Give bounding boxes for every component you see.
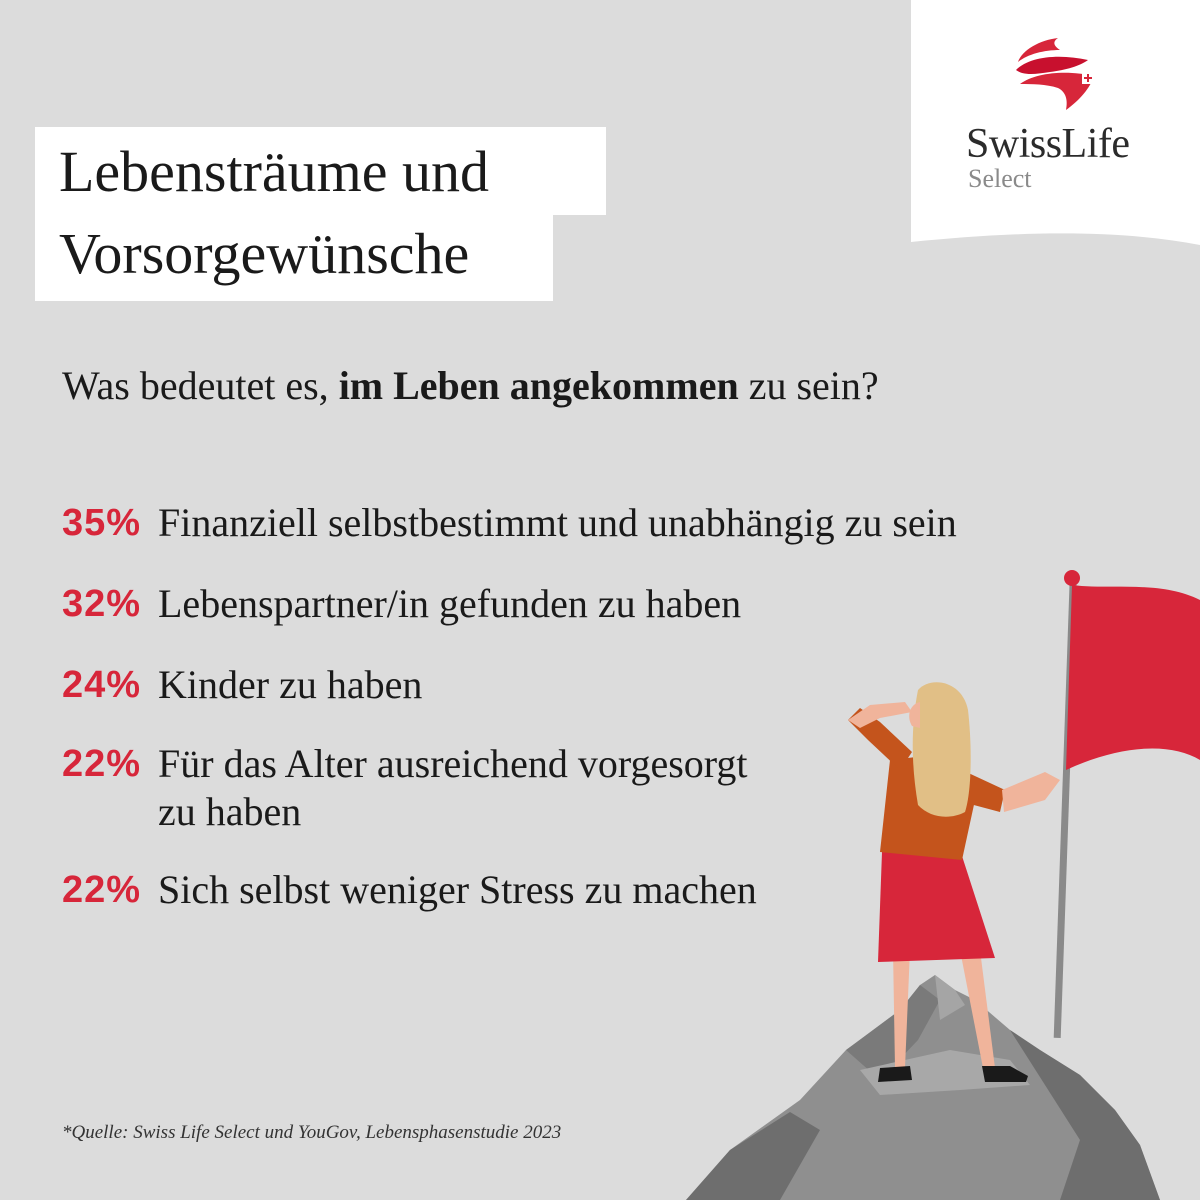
title-line-1-box: Lebensträume und (35, 127, 606, 215)
stat-label-continued: zu haben (158, 789, 302, 834)
logo-brand-sub: Select (968, 164, 1032, 193)
stat-label: Sich selbst weniger Stress zu machen (158, 867, 757, 912)
woman-with-flag-on-summit-illustration (686, 570, 1200, 1200)
title-line-2: Vorsorgewünsche (59, 221, 470, 286)
stat-percentage: 24% (62, 664, 142, 706)
source-footnote: *Quelle: Swiss Life Select und YouGov, L… (62, 1122, 562, 1143)
stat-percentage: 22% (62, 743, 142, 785)
stat-label: Lebenspartner/in gefunden zu haben (158, 581, 742, 626)
stat-label: Finanziell selbstbestimmt und unabhängig… (158, 500, 957, 545)
logo-panel-background (911, 0, 1200, 245)
title-line-2-box: Vorsorgewünsche (35, 215, 553, 301)
logo-brand-name: SwissLife (966, 121, 1130, 167)
stat-percentage: 35% (62, 502, 142, 544)
stat-percentage: 32% (62, 583, 142, 625)
question-suffix: zu sein? (738, 363, 879, 408)
stat-label: Für das Alter ausreichend vorgesorgt (158, 741, 748, 786)
title-line-1: Lebensträume und (59, 139, 490, 204)
stat-label: Kinder zu haben (158, 662, 423, 707)
question-prefix: Was bedeutet es, (62, 363, 339, 408)
logo-panel (911, 0, 1200, 245)
question: Was bedeutet es, im Leben angekommen zu … (62, 362, 879, 409)
swisslife-swirl-logo-icon (1016, 38, 1094, 110)
stat-percentage: 22% (62, 869, 142, 911)
question-emphasis: im Leben angekommen (338, 363, 739, 408)
